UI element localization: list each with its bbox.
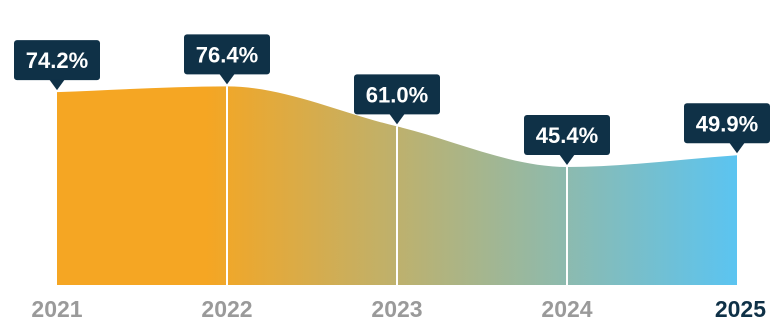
callout-pointer: [729, 142, 745, 154]
callout-box: [524, 114, 610, 155]
value-callout-2024: 45.4%: [524, 114, 610, 165]
callout-pointer: [49, 79, 65, 91]
value-callout-2023: 61.0%: [354, 74, 440, 125]
data-label-2023: 61.0%: [366, 82, 428, 107]
x-tick-label-2023: 2023: [371, 296, 422, 322]
value-callout-2025: 49.9%: [684, 103, 770, 154]
value-callout-2021: 74.2%: [14, 40, 100, 91]
callout-pointer: [559, 153, 575, 165]
data-label-2025: 49.9%: [696, 111, 758, 136]
callout-box: [684, 103, 770, 144]
x-tick-label-2024: 2024: [541, 296, 592, 322]
callout-pointer: [219, 73, 235, 85]
value-callout-2022: 76.4%: [184, 34, 270, 85]
x-tick-label-2025: 2025: [715, 296, 766, 322]
data-label-2021: 74.2%: [26, 48, 88, 73]
x-tick-label-2021: 2021: [31, 296, 82, 322]
data-label-2022: 76.4%: [196, 42, 258, 67]
callout-box: [354, 74, 440, 115]
x-tick-label-2022: 2022: [201, 296, 252, 322]
callout-box: [14, 40, 100, 81]
callout-pointer: [389, 113, 405, 125]
data-label-2024: 45.4%: [536, 123, 598, 148]
callout-box: [184, 34, 270, 75]
